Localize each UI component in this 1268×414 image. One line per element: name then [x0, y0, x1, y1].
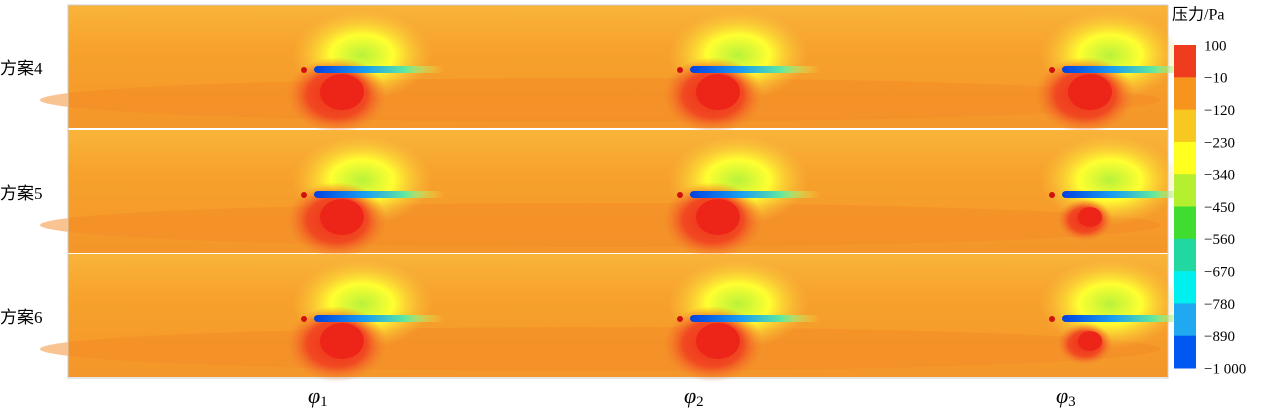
colorbar-label: 100 — [1204, 38, 1227, 54]
high-pressure-core — [696, 323, 740, 359]
column-label: φ1 — [308, 383, 328, 410]
colorbar-title: 压力/Pa — [1172, 6, 1224, 24]
colorbar-segment — [1174, 141, 1196, 175]
low-pressure-streak — [690, 315, 820, 322]
colorbar-segment — [1174, 271, 1196, 304]
leading-edge — [677, 67, 683, 73]
high-pressure-core — [320, 74, 364, 110]
leading-edge — [301, 316, 307, 322]
high-pressure-core — [320, 323, 364, 359]
colorbar-segment — [1174, 174, 1196, 207]
low-pressure-streak — [314, 315, 444, 322]
leading-edge — [1049, 192, 1055, 198]
colorbar-segment — [1174, 206, 1196, 240]
colorbar-label: −340 — [1204, 168, 1235, 184]
colorbar-label: −670 — [1204, 265, 1235, 281]
colorbar-label: −120 — [1204, 103, 1235, 119]
pressure-band — [40, 203, 1160, 247]
leading-edge — [677, 192, 683, 198]
high-pressure-core — [1077, 207, 1103, 227]
contour-panel — [40, 254, 1192, 382]
low-pressure-streak — [314, 191, 444, 198]
contour-panel — [40, 5, 1192, 133]
panel-frame — [67, 4, 1169, 379]
colorbar-label: −560 — [1204, 232, 1235, 248]
colorbar-segment — [1174, 45, 1196, 78]
contour-panel — [40, 130, 1192, 258]
high-pressure-core — [696, 74, 740, 110]
low-pressure-streak — [1062, 66, 1192, 73]
colorbar-segment — [1174, 77, 1196, 111]
colorbar-label: −450 — [1204, 200, 1235, 216]
high-pressure-core — [696, 199, 740, 235]
column-subscript: 2 — [696, 394, 704, 410]
column-subscript: 1 — [320, 394, 328, 410]
colorbar-segment — [1174, 335, 1196, 369]
row-label: 方案4 — [0, 59, 43, 78]
colorbar-segment — [1174, 109, 1196, 143]
low-pressure-streak — [690, 66, 820, 73]
low-pressure-streak — [1062, 315, 1192, 322]
column-symbol: φ — [308, 383, 320, 408]
colorbar-label: −1 000 — [1204, 361, 1246, 377]
row-label: 方案6 — [0, 308, 43, 327]
low-pressure-streak — [314, 66, 444, 73]
pressure-band — [40, 78, 1160, 122]
colorbar-label: −890 — [1204, 329, 1235, 345]
leading-edge — [677, 316, 683, 322]
colorbar-label: −230 — [1204, 135, 1235, 151]
colorbar: 压力/Pa 100 −10 −120 −230 −340 −450 −560 −670 −780 −… — [1172, 6, 1246, 378]
leading-edge — [301, 192, 307, 198]
colorbar-label: −780 — [1204, 297, 1235, 313]
column-label: φ2 — [684, 383, 704, 410]
low-pressure-streak — [1062, 191, 1192, 198]
column-symbol: φ — [684, 383, 696, 408]
high-pressure-core — [320, 199, 364, 235]
low-pressure-streak — [690, 191, 820, 198]
leading-edge — [1049, 67, 1055, 73]
high-pressure-core — [1077, 331, 1103, 351]
column-symbol: φ — [1056, 383, 1068, 408]
row-label: 方案5 — [0, 184, 43, 203]
leading-edge — [301, 67, 307, 73]
contour-panels — [40, 4, 1192, 382]
pressure-band — [40, 327, 1160, 371]
colorbar-segment — [1174, 238, 1196, 272]
column-subscript: 3 — [1068, 394, 1076, 410]
high-pressure-core — [1068, 74, 1112, 110]
column-label: φ3 — [1056, 383, 1076, 410]
leading-edge — [1049, 316, 1055, 322]
colorbar-label: −10 — [1204, 71, 1227, 87]
colorbar-segment — [1174, 303, 1196, 337]
